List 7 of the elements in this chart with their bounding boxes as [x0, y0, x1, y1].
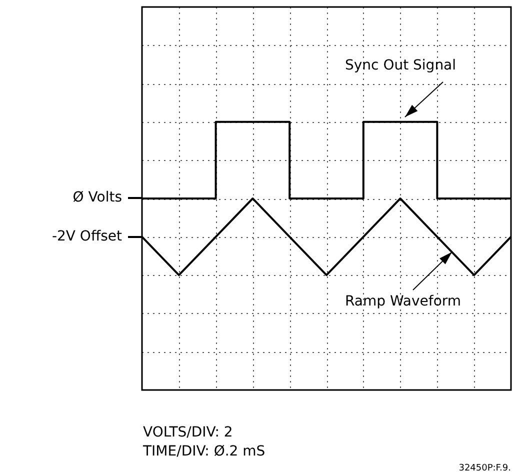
text: Ø Volts [72, 190, 122, 206]
text: Ramp Waveform [345, 294, 462, 310]
text: VOLTS/DIV: 2 [143, 424, 233, 441]
text: Sync Out Signal [345, 58, 456, 74]
text: 32450P:F.9. [458, 463, 511, 474]
text: TIME/DIV: Ø.2 mS [142, 444, 266, 460]
text: -2V Offset [52, 228, 122, 245]
